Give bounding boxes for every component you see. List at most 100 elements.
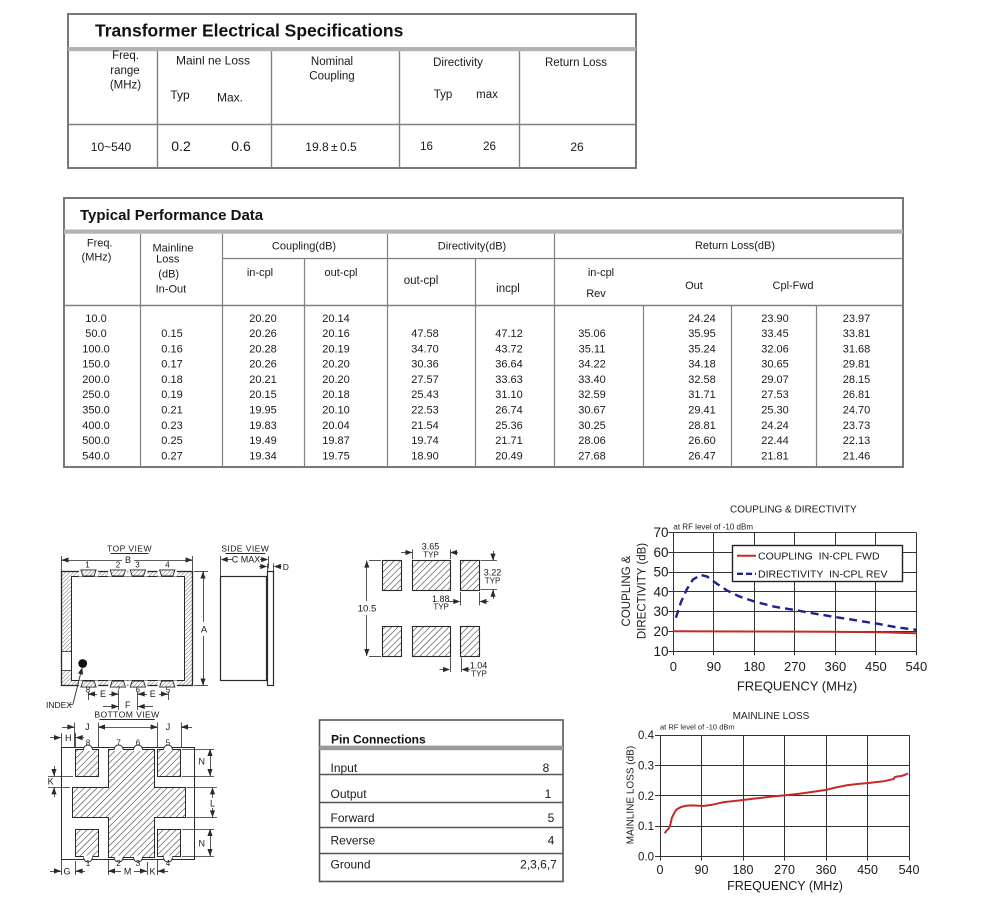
svg-text:31.71: 31.71 bbox=[688, 389, 716, 401]
svg-text:21.81: 21.81 bbox=[761, 450, 789, 462]
svg-text:50: 50 bbox=[653, 565, 668, 580]
svg-text:Cpl-Fwd: Cpl-Fwd bbox=[773, 280, 814, 292]
svg-text:27.57: 27.57 bbox=[411, 374, 439, 386]
svg-text:350.0: 350.0 bbox=[82, 404, 110, 416]
svg-text:33.45: 33.45 bbox=[761, 328, 789, 340]
svg-text:Out: Out bbox=[685, 280, 703, 292]
svg-text:in-cpl: in-cpl bbox=[588, 267, 614, 279]
svg-text:70: 70 bbox=[653, 525, 668, 540]
svg-text:10~540: 10~540 bbox=[91, 140, 132, 154]
svg-text:36.64: 36.64 bbox=[495, 359, 523, 371]
svg-text:L: L bbox=[210, 799, 215, 809]
svg-text:19.87: 19.87 bbox=[322, 435, 350, 447]
svg-text:Transformer Electrical Specifi: Transformer Electrical Specifications bbox=[95, 21, 404, 41]
svg-text:in-cpl: in-cpl bbox=[247, 267, 273, 279]
svg-text:(dB): (dB) bbox=[158, 269, 179, 281]
svg-text:C MAX: C MAX bbox=[232, 555, 261, 565]
svg-text:19.8 ± 0.5: 19.8 ± 0.5 bbox=[305, 140, 357, 154]
svg-text:35.11: 35.11 bbox=[579, 343, 606, 355]
svg-text:3.65: 3.65 bbox=[422, 542, 440, 552]
svg-text:33.63: 33.63 bbox=[495, 374, 523, 386]
svg-text:FREQUENCY (MHz): FREQUENCY (MHz) bbox=[737, 679, 857, 694]
svg-text:0.16: 0.16 bbox=[161, 343, 182, 355]
svg-text:540: 540 bbox=[899, 863, 920, 877]
svg-text:DIRECTIVITY IN-CPL REV: DIRECTIVITY IN-CPL REV bbox=[758, 569, 888, 581]
svg-text:23.97: 23.97 bbox=[843, 313, 871, 325]
svg-text:3.22: 3.22 bbox=[484, 568, 502, 578]
svg-text:28.06: 28.06 bbox=[578, 435, 606, 447]
svg-text:23.73: 23.73 bbox=[843, 420, 871, 432]
svg-text:29.07: 29.07 bbox=[761, 374, 789, 386]
svg-text:22.53: 22.53 bbox=[411, 404, 439, 416]
svg-text:out-cpl: out-cpl bbox=[404, 275, 439, 287]
svg-text:20.26: 20.26 bbox=[249, 328, 277, 340]
svg-text:COUPLING &: COUPLING & bbox=[621, 555, 633, 626]
svg-text:0: 0 bbox=[670, 659, 677, 674]
svg-text:(MHz): (MHz) bbox=[82, 252, 112, 264]
svg-text:1: 1 bbox=[86, 859, 91, 868]
svg-text:FREQUENCY (MHz): FREQUENCY (MHz) bbox=[727, 879, 843, 893]
svg-text:0.23: 0.23 bbox=[161, 420, 182, 432]
svg-text:at RF level of -10 dBm: at RF level of -10 dBm bbox=[673, 522, 753, 531]
svg-text:0.3: 0.3 bbox=[638, 760, 654, 772]
svg-text:19.75: 19.75 bbox=[322, 450, 350, 462]
svg-text:20.19: 20.19 bbox=[322, 343, 350, 355]
svg-text:28.15: 28.15 bbox=[843, 374, 871, 386]
svg-text:Rev: Rev bbox=[586, 288, 606, 300]
svg-text:21.54: 21.54 bbox=[411, 420, 439, 432]
svg-text:34.18: 34.18 bbox=[688, 359, 716, 371]
svg-text:24.24: 24.24 bbox=[688, 313, 716, 325]
svg-text:TYP: TYP bbox=[433, 603, 449, 612]
svg-text:0.19: 0.19 bbox=[161, 389, 182, 401]
svg-text:G: G bbox=[63, 867, 70, 877]
svg-text:19.49: 19.49 bbox=[249, 435, 277, 447]
svg-text:Mainl ne Loss: Mainl ne Loss bbox=[176, 54, 250, 68]
svg-text:24.70: 24.70 bbox=[843, 404, 871, 416]
svg-text:20.20: 20.20 bbox=[322, 359, 350, 371]
svg-text:TYP: TYP bbox=[485, 577, 501, 586]
svg-text:8: 8 bbox=[86, 738, 91, 747]
svg-text:29.41: 29.41 bbox=[688, 404, 716, 416]
svg-text:40: 40 bbox=[653, 584, 668, 599]
svg-text:Freq.: Freq. bbox=[112, 50, 139, 62]
svg-text:20.20: 20.20 bbox=[249, 313, 277, 325]
svg-text:22.44: 22.44 bbox=[761, 435, 789, 447]
svg-text:8: 8 bbox=[86, 686, 91, 695]
svg-text:TYP: TYP bbox=[423, 551, 439, 560]
svg-text:30.36: 30.36 bbox=[411, 359, 439, 371]
svg-text:TYP: TYP bbox=[471, 670, 487, 679]
svg-text:35.06: 35.06 bbox=[578, 328, 606, 340]
svg-text:450: 450 bbox=[857, 863, 878, 877]
svg-text:31.68: 31.68 bbox=[843, 343, 871, 355]
svg-text:Nominal: Nominal bbox=[311, 56, 353, 68]
svg-text:34.70: 34.70 bbox=[411, 343, 439, 355]
svg-text:7: 7 bbox=[116, 686, 121, 695]
svg-text:20.26: 20.26 bbox=[249, 359, 277, 371]
svg-text:24.24: 24.24 bbox=[761, 420, 789, 432]
svg-text:Reverse: Reverse bbox=[331, 834, 376, 848]
svg-text:25.43: 25.43 bbox=[411, 389, 439, 401]
svg-text:30.65: 30.65 bbox=[761, 359, 789, 371]
svg-text:27.68: 27.68 bbox=[578, 450, 606, 462]
svg-text:26: 26 bbox=[570, 140, 584, 154]
svg-text:0.2: 0.2 bbox=[171, 138, 191, 154]
svg-text:540: 540 bbox=[906, 659, 928, 674]
svg-text:0.4: 0.4 bbox=[638, 730, 655, 742]
svg-text:35.24: 35.24 bbox=[688, 343, 716, 355]
svg-text:2: 2 bbox=[116, 561, 121, 570]
svg-text:100.0: 100.0 bbox=[82, 343, 110, 355]
svg-text:2: 2 bbox=[116, 859, 121, 868]
svg-text:MAINLINE LOSS: MAINLINE LOSS bbox=[733, 711, 810, 722]
svg-text:D: D bbox=[283, 562, 289, 572]
svg-text:20.10: 20.10 bbox=[322, 404, 350, 416]
svg-text:Typical Performance Data: Typical Performance Data bbox=[80, 207, 264, 224]
svg-text:90: 90 bbox=[707, 659, 721, 674]
svg-text:34.22: 34.22 bbox=[578, 359, 606, 371]
svg-text:4: 4 bbox=[166, 859, 171, 868]
svg-text:Max.: Max. bbox=[217, 91, 243, 105]
svg-text:5: 5 bbox=[166, 738, 171, 747]
svg-text:E: E bbox=[100, 689, 106, 699]
svg-text:0.15: 0.15 bbox=[161, 328, 182, 340]
svg-text:32.58: 32.58 bbox=[688, 374, 716, 386]
svg-text:26.74: 26.74 bbox=[495, 404, 523, 416]
